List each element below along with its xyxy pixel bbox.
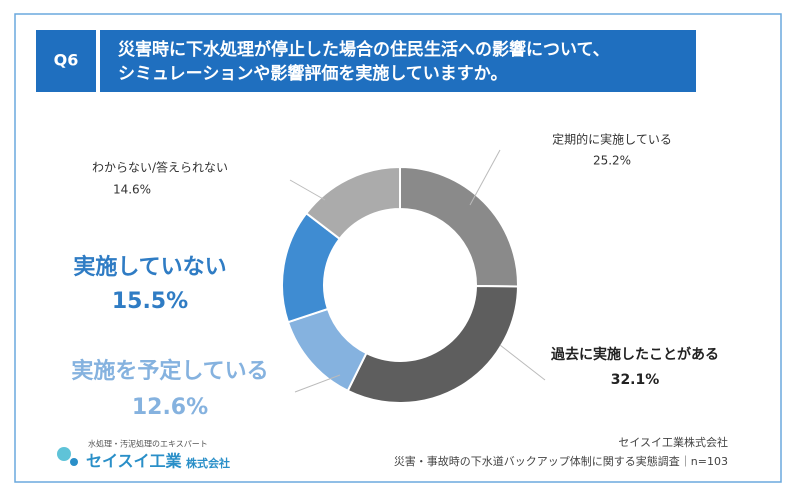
value-label: 32.1% [611,372,660,388]
question-label: Q6 [54,51,79,70]
slice-label: 実施していない [73,254,226,280]
donut-slice [346,284,520,404]
donut-slice [304,165,401,241]
value-label: 12.6% [132,395,208,420]
leader-line [469,149,501,206]
logo-icon [57,447,71,461]
slice-label: 定期的に実施している [552,132,672,147]
logo-tagline: 水処理・汚泥処理のエキスパート [88,439,208,449]
value-label: 14.6% [113,183,151,197]
value-label: 15.5% [112,289,188,314]
slice-label: わからない/答えられない [92,160,228,175]
slice-label: 実施を予定している [71,358,268,384]
logo-suffix: 株式会社 [186,456,230,470]
title-box [100,30,696,92]
leader-line [289,179,326,201]
logo-name: セイスイ工業 [86,452,183,471]
leader-line [499,344,546,381]
source: セイスイ工業株式会社 [618,435,728,449]
chart-title: シミュレーションや影響評価を実施していますか。 [118,63,507,84]
question-box [36,30,96,92]
logo-icon [70,458,78,466]
leader-line [294,374,341,393]
slice-label: 過去に実施したことがある [550,346,719,363]
chart-title: 災害時に下水処理が停止した場合の住民生活への影響について、 [118,39,610,60]
value-label: 25.2% [593,154,631,168]
source: 災害・事故時の下水道バックアップ体制に関する実態調査｜n=103 [394,454,728,468]
